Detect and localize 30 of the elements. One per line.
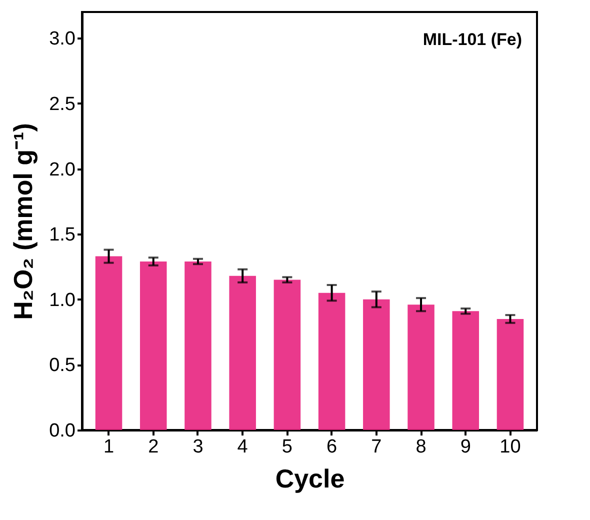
bar	[95, 256, 122, 430]
x-tick-label: 5	[282, 436, 292, 458]
bar	[140, 261, 167, 430]
x-tick-label: 9	[460, 436, 471, 458]
y-tick-label: 2.0	[49, 159, 76, 180]
annotation: MIL-101 (Fe)	[422, 30, 522, 49]
x-tick-label: 2	[148, 436, 159, 458]
y-tick-label: 1.0	[49, 290, 76, 311]
bar	[318, 292, 346, 430]
y-tick-label: 3.0	[49, 28, 76, 50]
x-tick-label: 1	[103, 436, 114, 458]
x-tick-label: 10	[500, 436, 521, 458]
y-axis-title: H₂O₂ (mmol g⁻¹)	[8, 123, 38, 320]
x-tick-label: 7	[371, 436, 382, 458]
y-tick-label: 0.0	[49, 420, 76, 442]
x-tick-label: 4	[237, 436, 248, 458]
y-tick-label: 2.5	[49, 94, 76, 115]
x-axis-title: Cycle	[275, 464, 345, 494]
bar	[274, 280, 301, 430]
bar	[408, 304, 434, 430]
x-tick-label: 8	[416, 436, 426, 458]
x-tick-label: 3	[192, 436, 204, 458]
bar	[363, 299, 390, 430]
y-tick-label: 0.5	[49, 355, 76, 376]
bar	[184, 261, 212, 430]
bar	[452, 311, 480, 430]
y-tick-label: 1.5	[49, 224, 76, 246]
x-tick-label: 6	[326, 436, 338, 458]
bar	[229, 276, 256, 430]
bar	[496, 318, 524, 430]
